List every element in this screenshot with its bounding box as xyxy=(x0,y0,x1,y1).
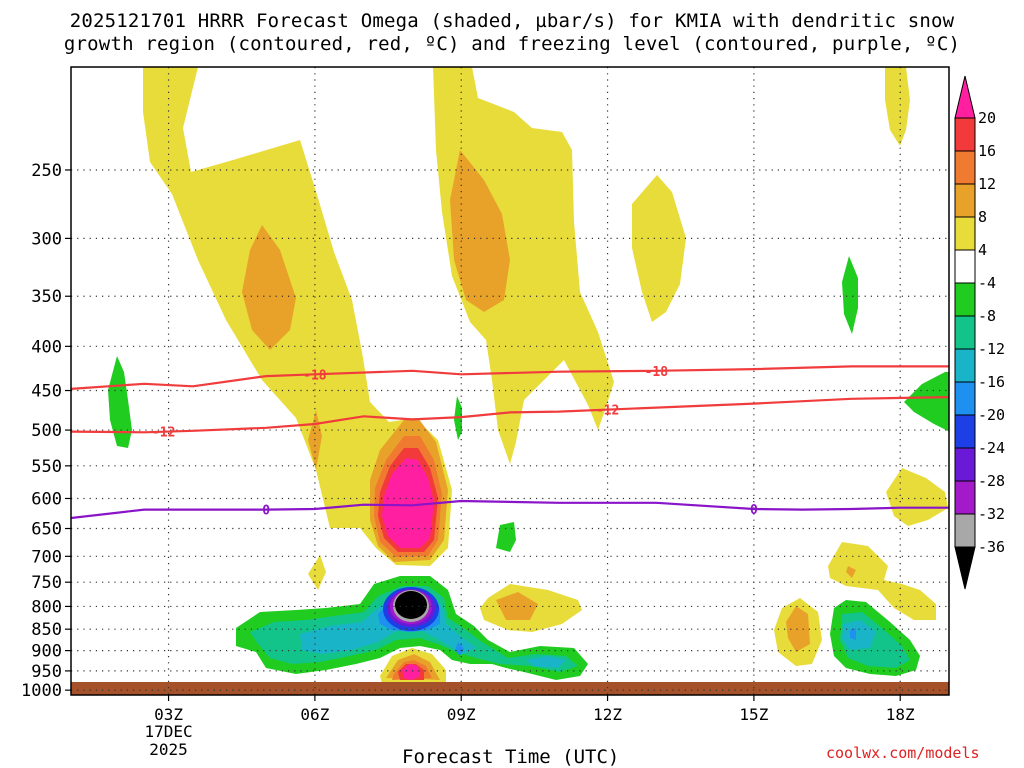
colorbar-tick-label: 12 xyxy=(978,175,996,193)
colorbar-swatch xyxy=(954,414,976,449)
colorbar-swatch xyxy=(954,480,976,515)
colorbar-swatch xyxy=(954,75,976,119)
omega-shading xyxy=(108,67,949,684)
y-tick-label: 900 xyxy=(31,642,62,662)
x-tick-label: 09Z xyxy=(447,705,476,724)
colorbar-swatch xyxy=(954,249,976,284)
contour-line-0 xyxy=(71,499,949,520)
omega-region xyxy=(496,522,516,552)
y-tick-label: 550 xyxy=(31,457,62,477)
colorbar-swatch xyxy=(954,381,976,416)
colorbar-swatch xyxy=(954,348,976,383)
omega-region xyxy=(108,356,132,448)
omega-region xyxy=(632,175,686,322)
y-tick-label: 300 xyxy=(31,229,62,249)
colorbar-swatch xyxy=(954,546,976,590)
y-tick-label: 350 xyxy=(31,287,62,307)
omega-region xyxy=(143,67,452,566)
contour-line-minus12 xyxy=(71,396,949,434)
colorbar-swatch xyxy=(954,183,976,218)
x-axis-label: Forecast Time (UTC) xyxy=(402,746,620,768)
x-tick-label: 18Z xyxy=(886,705,915,724)
contour-line-minus18 xyxy=(71,365,949,390)
y-tick-label: 950 xyxy=(31,662,62,682)
omega-region xyxy=(904,372,949,432)
x-tick-label: 12Z xyxy=(593,705,622,724)
chart-title-line2: growth region (contoured, red, ºC) and f… xyxy=(63,33,961,55)
omega-region xyxy=(402,664,420,680)
contour-label: -18 xyxy=(303,368,327,383)
contour-label: 0 xyxy=(262,504,270,519)
omega-region xyxy=(786,606,810,652)
grid-lines xyxy=(71,67,949,695)
y-tick-label: 650 xyxy=(31,520,62,540)
y-axis: 2503003504004505005506006507007508008509… xyxy=(21,161,71,701)
contour-label: 0 xyxy=(750,503,758,518)
y-tick-label: 1000 xyxy=(21,681,62,701)
y-tick-label: 400 xyxy=(31,337,62,357)
x-tick-label: 15Z xyxy=(739,705,768,724)
colorbar-tick-label: -20 xyxy=(978,406,1005,424)
y-tick-label: 450 xyxy=(31,382,62,402)
colorbar: 20 16 12 8 4 -4 -8 -12 -16 -20 -24 -28 -32 -36 xyxy=(954,75,1005,590)
omega-region xyxy=(496,592,538,620)
x-tick-label: 03Z xyxy=(154,705,183,724)
y-tick-label: 600 xyxy=(31,489,62,509)
colorbar-swatch xyxy=(954,315,976,350)
omega-region xyxy=(846,566,856,578)
plot-frame xyxy=(70,66,950,696)
date-label-year: 2025 xyxy=(149,740,188,759)
contour-label: -12 xyxy=(596,404,619,419)
credit-text: coolwx.com/models xyxy=(826,744,980,762)
omega-region xyxy=(842,256,858,334)
omega-region xyxy=(450,150,510,312)
omega-region xyxy=(842,620,876,650)
colorbar-tick-label: -4 xyxy=(978,274,996,292)
colorbar-tick-label: -12 xyxy=(978,340,1005,358)
colorbar-swatch xyxy=(954,447,976,482)
chart-title-line1: 2025121701 HRRR Forecast Omega (shaded, … xyxy=(69,10,955,32)
x-tick-label: 06Z xyxy=(300,705,329,724)
contour-label: -12 xyxy=(152,426,175,441)
colorbar-tick-label: 16 xyxy=(978,142,996,160)
colorbar-swatch xyxy=(954,513,976,548)
colorbar-tick-label: 8 xyxy=(978,208,987,226)
omega-region xyxy=(828,542,936,620)
omega-region xyxy=(526,656,566,668)
omega-region xyxy=(885,67,910,146)
surface-ground xyxy=(71,682,949,695)
colorbar-swatch xyxy=(954,117,976,152)
omega-region xyxy=(433,67,614,464)
colorbar-swatch xyxy=(954,216,976,251)
colorbar-tick-label: 20 xyxy=(978,109,996,127)
colorbar-swatch xyxy=(954,282,976,317)
y-tick-label: 700 xyxy=(31,547,62,567)
colorbar-tick-label: -16 xyxy=(978,373,1005,391)
y-tick-label: 750 xyxy=(31,573,62,593)
contour-label: -18 xyxy=(645,365,669,380)
colorbar-tick-label: -32 xyxy=(978,505,1005,523)
colorbar-tick-label: -28 xyxy=(978,472,1005,490)
omega-region xyxy=(455,642,464,656)
colorbar-tick-label: 4 xyxy=(978,241,987,259)
omega-region xyxy=(308,555,326,590)
colorbar-tick-label: -36 xyxy=(978,538,1005,556)
omega-region xyxy=(886,468,948,526)
omega-region xyxy=(242,225,296,350)
y-tick-label: 250 xyxy=(31,161,62,181)
y-tick-label: 800 xyxy=(31,597,62,617)
omega-region xyxy=(382,458,434,548)
y-tick-label: 850 xyxy=(31,620,62,640)
date-label-day: 17DEC xyxy=(144,722,192,741)
temperature-contours xyxy=(71,365,949,520)
y-tick-label: 500 xyxy=(31,421,62,441)
omega-region xyxy=(850,628,856,640)
colorbar-tick-label: -24 xyxy=(978,439,1005,457)
colorbar-swatch xyxy=(954,150,976,185)
omega-region xyxy=(395,591,427,619)
colorbar-tick-label: -8 xyxy=(978,307,996,325)
contour-labels: -18 -18 -12 -12 0 0 xyxy=(152,365,758,519)
